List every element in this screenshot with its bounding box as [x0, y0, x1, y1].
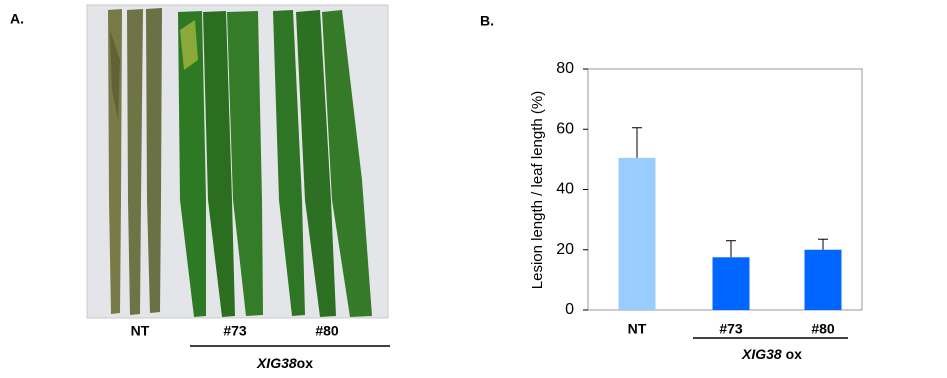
group-suffix: ox: [782, 346, 802, 362]
lane-label: #73: [223, 323, 247, 339]
panel-label: B.: [480, 13, 494, 29]
y-tick-label: 40: [556, 181, 574, 198]
y-tick-label: 20: [556, 241, 574, 258]
x-tick-label: #80: [811, 321, 835, 337]
x-tick-label: NT: [628, 321, 647, 337]
leaf-photo: [86, 4, 389, 319]
y-tick-label: 80: [556, 60, 574, 77]
y-tick-label: 0: [565, 301, 574, 318]
group-label: XIG38 ox: [741, 346, 802, 362]
bar: [712, 257, 750, 310]
lane-label: #80: [315, 323, 339, 339]
group-label: XIG38ox: [256, 355, 313, 371]
y-tick-label: 60: [556, 120, 574, 137]
group-italic: XIG38: [256, 355, 297, 371]
bar: [804, 249, 842, 310]
bar: [618, 157, 656, 310]
group-suffix: ox: [297, 355, 314, 371]
group-italic: XIG38: [741, 346, 782, 362]
y-axis-title: Lesion length / leaf length (%): [529, 91, 546, 289]
x-tick-label: #73: [719, 321, 743, 337]
panel-label: A.: [10, 11, 24, 27]
lane-label: NT: [131, 323, 150, 339]
